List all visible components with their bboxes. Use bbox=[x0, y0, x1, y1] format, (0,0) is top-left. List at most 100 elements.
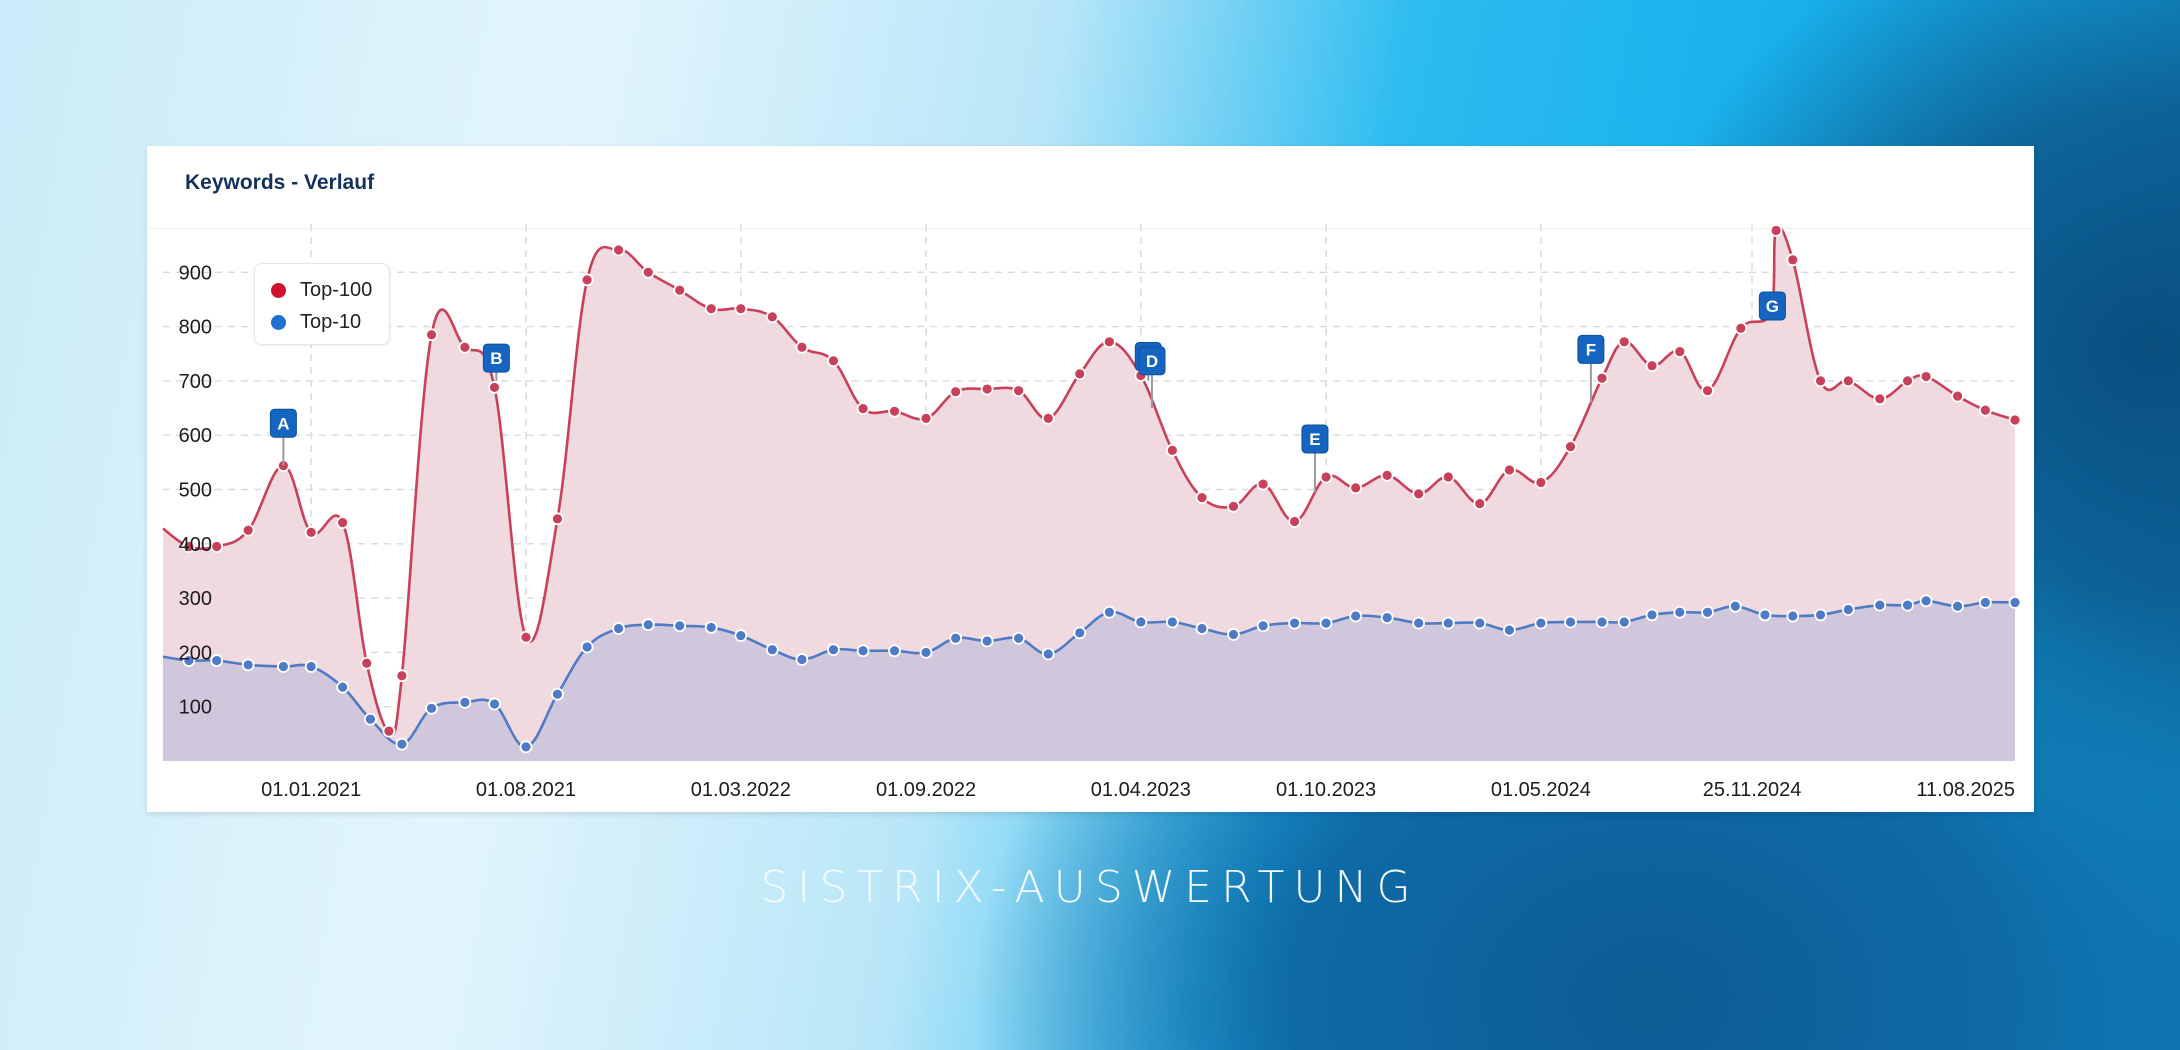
top10-point[interactable] bbox=[795, 653, 809, 666]
top100-point[interactable] bbox=[425, 328, 438, 342]
top100-point[interactable] bbox=[1165, 444, 1179, 457]
top100-point[interactable] bbox=[1349, 481, 1363, 495]
top10-point[interactable] bbox=[1134, 615, 1148, 629]
top10-point[interactable] bbox=[241, 658, 255, 672]
top10-point[interactable] bbox=[734, 629, 748, 642]
top10-point[interactable] bbox=[1701, 605, 1714, 619]
top100-point[interactable] bbox=[304, 525, 318, 539]
top100-point[interactable] bbox=[1814, 374, 1827, 388]
top10-point[interactable] bbox=[425, 701, 438, 715]
event-flag-d[interactable]: D bbox=[1138, 346, 1166, 409]
top100-point[interactable] bbox=[1412, 487, 1426, 501]
top100-point[interactable] bbox=[641, 265, 655, 279]
top10-point[interactable] bbox=[1595, 615, 1609, 629]
top10-point[interactable] bbox=[1073, 626, 1087, 640]
top10-point[interactable] bbox=[1412, 616, 1426, 630]
top10-point[interactable] bbox=[1195, 622, 1209, 635]
top10-point[interactable] bbox=[519, 740, 533, 754]
top10-point[interactable] bbox=[580, 640, 594, 654]
top100-point[interactable] bbox=[734, 302, 748, 316]
top10-point[interactable] bbox=[1319, 616, 1333, 630]
event-flag-b[interactable]: B bbox=[482, 343, 510, 381]
top10-point[interactable] bbox=[2008, 596, 2022, 609]
top10-point[interactable] bbox=[1873, 598, 1887, 612]
event-flag-e[interactable]: E bbox=[1301, 424, 1329, 493]
top100-point[interactable] bbox=[519, 630, 533, 644]
top100-point[interactable] bbox=[1919, 370, 1933, 383]
top10-point[interactable] bbox=[210, 654, 224, 667]
top100-point[interactable] bbox=[1012, 384, 1026, 398]
top100-point[interactable] bbox=[1073, 367, 1087, 381]
top10-point[interactable] bbox=[612, 622, 625, 635]
top100-point[interactable] bbox=[551, 512, 564, 526]
data-points[interactable] bbox=[182, 224, 2022, 754]
top10-point[interactable] bbox=[276, 660, 290, 673]
top10-point[interactable] bbox=[488, 697, 501, 711]
event-flag-f[interactable]: F bbox=[1577, 334, 1605, 403]
top100-point[interactable] bbox=[1951, 389, 1964, 403]
top100-point[interactable] bbox=[1617, 335, 1631, 349]
top10-point[interactable] bbox=[1617, 615, 1631, 629]
top100-point[interactable] bbox=[980, 382, 994, 396]
top100-point[interactable] bbox=[1873, 392, 1887, 406]
top100-point[interactable] bbox=[1441, 470, 1455, 484]
top100-point[interactable] bbox=[360, 656, 374, 670]
top10-point[interactable] bbox=[1012, 631, 1026, 645]
top100-point[interactable] bbox=[1534, 476, 1548, 489]
top100-point[interactable] bbox=[1102, 335, 1116, 349]
top10-point[interactable] bbox=[1814, 608, 1827, 622]
top100-point[interactable] bbox=[1473, 497, 1487, 511]
top100-point[interactable] bbox=[888, 404, 901, 418]
event-flags[interactable]: A B D E F G bbox=[269, 291, 1786, 493]
top10-point[interactable] bbox=[1786, 609, 1800, 623]
top100-point[interactable] bbox=[1786, 253, 1800, 267]
top100-point[interactable] bbox=[1673, 345, 1687, 358]
top10-point[interactable] bbox=[304, 660, 318, 673]
event-flag-a[interactable]: A bbox=[269, 408, 297, 466]
top100-point[interactable] bbox=[395, 669, 409, 683]
top10-point[interactable] bbox=[1256, 619, 1270, 633]
top10-point[interactable] bbox=[919, 645, 933, 659]
top10-point[interactable] bbox=[395, 737, 409, 751]
top10-point[interactable] bbox=[1503, 623, 1516, 637]
top10-point[interactable] bbox=[336, 680, 350, 694]
top10-point[interactable] bbox=[1728, 599, 1742, 613]
top10-point[interactable] bbox=[1165, 615, 1179, 629]
top100-point[interactable] bbox=[336, 516, 350, 530]
top100-point[interactable] bbox=[1256, 477, 1270, 491]
top10-point[interactable] bbox=[458, 695, 472, 709]
keywords-chart[interactable]: A B D E F G 100 200 300 400 500 600 700 800 900 01.01… bbox=[147, 146, 2034, 812]
top100-point[interactable] bbox=[488, 381, 501, 394]
top10-point[interactable] bbox=[1041, 647, 1055, 661]
top10-point[interactable] bbox=[1901, 598, 1914, 612]
top100-point[interactable] bbox=[795, 340, 809, 354]
top100-point[interactable] bbox=[673, 283, 687, 297]
top100-point[interactable] bbox=[1901, 374, 1914, 388]
top10-point[interactable] bbox=[1102, 605, 1116, 619]
top10-point[interactable] bbox=[641, 618, 655, 632]
top100-point[interactable] bbox=[1841, 374, 1855, 388]
top10-point[interactable] bbox=[1227, 628, 1240, 641]
top100-point[interactable] bbox=[1769, 224, 1783, 237]
top100-point[interactable] bbox=[2008, 413, 2022, 427]
top10-point[interactable] bbox=[182, 654, 196, 667]
top100-point[interactable] bbox=[580, 273, 594, 287]
top10-point[interactable] bbox=[1951, 599, 1964, 613]
top100-point[interactable] bbox=[949, 385, 963, 399]
top10-point[interactable] bbox=[888, 644, 901, 658]
top10-point[interactable] bbox=[1758, 608, 1772, 622]
top100-point[interactable] bbox=[1380, 468, 1394, 482]
top10-point[interactable] bbox=[1919, 594, 1933, 608]
top100-point[interactable] bbox=[1227, 499, 1240, 513]
top100-point[interactable] bbox=[458, 340, 472, 354]
top10-point[interactable] bbox=[364, 712, 377, 726]
top100-point[interactable] bbox=[1978, 403, 1992, 417]
top10-point[interactable] bbox=[673, 619, 687, 633]
top10-point[interactable] bbox=[704, 621, 718, 634]
top100-point[interactable] bbox=[210, 540, 224, 553]
top100-point[interactable] bbox=[1319, 470, 1333, 484]
top100-point[interactable] bbox=[1564, 440, 1577, 454]
top100-point[interactable] bbox=[827, 354, 840, 368]
top100-point[interactable] bbox=[1041, 411, 1055, 425]
top100-point[interactable] bbox=[241, 523, 255, 537]
